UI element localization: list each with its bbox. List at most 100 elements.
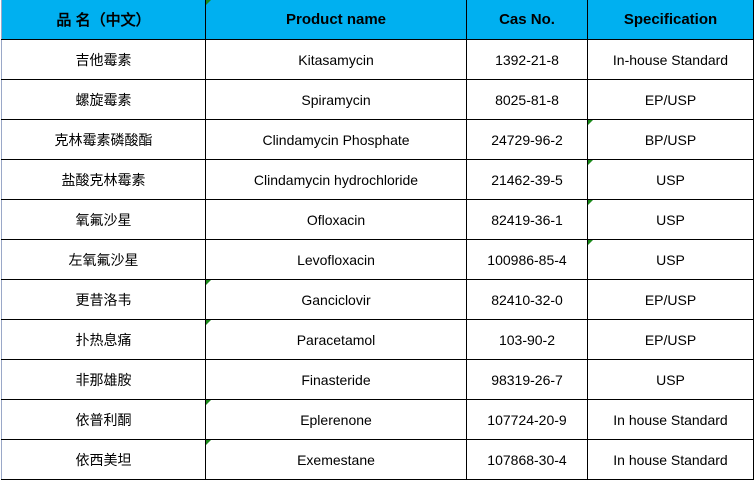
specification-cell[interactable]: In house Standard [587,399,754,440]
product-name-cell-text: Spiramycin [301,91,371,108]
chinese-name-cell[interactable]: 依西美坦 [1,439,206,480]
cas-no-cell-text: 107868-30-4 [487,451,567,468]
product-name-cell[interactable]: Ofloxacin [205,199,467,240]
cas-no-cell[interactable]: 107724-20-9 [466,399,588,440]
table-row: 更昔洛韦 Ganciclovir 82410-32-0 EP/USP [1,279,754,320]
table-row: 扑热息痛 Paracetamol 103-90-2 EP/USP [1,319,754,360]
comment-marker-icon [588,240,593,245]
product-name-cell-text: Exemestane [297,451,375,468]
specification-cell[interactable]: EP/USP [587,279,754,320]
comment-marker-icon [206,440,211,445]
specification-cell[interactable]: EP/USP [587,79,754,120]
chinese-name-cell-text: 依普利酮 [75,411,132,428]
chinese-name-cell[interactable]: 依普利酮 [1,399,206,440]
comment-marker-icon [588,200,593,205]
specification-cell[interactable]: BP/USP [587,119,754,160]
specification-cell-text: USP [656,371,685,388]
chinese-name-cell-text: 螺旋霉素 [75,91,132,108]
specification-cell[interactable]: EP/USP [587,319,754,360]
specification-cell-text: EP/USP [644,91,697,108]
specification-cell-text: USP [656,171,685,188]
chinese-name-cell[interactable]: 吉他霉素 [1,39,206,80]
product-name-cell[interactable]: Spiramycin [205,79,467,120]
cas-no-cell-text: 103-90-2 [498,331,556,348]
chinese-name-cell-text: 依西美坦 [75,451,132,468]
chinese-name-cell[interactable]: 更昔洛韦 [1,279,206,320]
specification-cell[interactable]: In-house Standard [587,39,754,80]
cas-no-cell-text: 24729-96-2 [491,131,563,148]
header-product-name-label: Product name [285,11,387,28]
chinese-name-cell[interactable]: 非那雄胺 [1,359,206,400]
cas-no-cell-text: 100986-85-4 [487,251,567,268]
specification-cell[interactable]: USP [587,359,754,400]
cas-no-cell-text: 107724-20-9 [487,411,567,428]
comment-marker-icon [588,120,593,125]
chinese-name-cell[interactable]: 扑热息痛 [1,319,206,360]
specification-cell-text: USP [656,211,685,228]
comment-marker-icon [206,280,211,285]
product-name-cell[interactable]: Finasteride [205,359,467,400]
header-product-name[interactable]: Product name [205,0,467,40]
cas-no-cell-text: 98319-26-7 [491,371,563,388]
chinese-name-cell[interactable]: 螺旋霉素 [1,79,206,120]
table-row: 盐酸克林霉素 Clindamycin hydrochloride 21462-39-… [1,159,754,200]
product-name-cell[interactable]: Ganciclovir [205,279,467,320]
header-chinese-name[interactable]: 品 名（中文） [1,0,206,40]
chinese-name-cell[interactable]: 盐酸克林霉素 [1,159,206,200]
product-name-cell[interactable]: Clindamycin hydrochloride [205,159,467,200]
product-name-cell-text: Ganciclovir [301,291,371,308]
comment-marker-icon [206,0,211,5]
product-name-cell[interactable]: Clindamycin Phosphate [205,119,467,160]
chinese-name-cell-text: 吉他霉素 [75,51,132,68]
header-specification[interactable]: Specification [587,0,754,40]
chinese-name-cell[interactable]: 克林霉素磷酸酯 [1,119,206,160]
cas-no-cell[interactable]: 24729-96-2 [466,119,588,160]
product-name-cell-text: Kitasamycin [298,51,374,68]
specification-cell[interactable]: USP [587,199,754,240]
specification-cell[interactable]: In house Standard [587,439,754,480]
specification-cell[interactable]: USP [587,239,754,280]
chinese-name-cell[interactable]: 左氧氟沙星 [1,239,206,280]
product-name-cell[interactable]: Exemestane [205,439,467,480]
product-name-cell[interactable]: Eplerenone [205,399,467,440]
cas-no-cell[interactable]: 107868-30-4 [466,439,588,480]
product-name-cell-text: Ofloxacin [306,211,366,228]
cas-no-cell[interactable]: 8025-81-8 [466,79,588,120]
specification-cell-text: In house Standard [613,411,728,428]
cas-no-cell-text: 21462-39-5 [491,171,563,188]
cas-no-cell[interactable]: 100986-85-4 [466,239,588,280]
product-name-cell[interactable]: Kitasamycin [205,39,467,80]
header-cas-no[interactable]: Cas No. [466,0,588,40]
specification-cell-text: In-house Standard [612,51,729,68]
cas-no-cell[interactable]: 82410-32-0 [466,279,588,320]
specification-cell-text: EP/USP [644,291,697,308]
specification-cell-text: BP/USP [644,131,697,148]
cas-no-cell[interactable]: 103-90-2 [466,319,588,360]
cas-no-cell[interactable]: 21462-39-5 [466,159,588,200]
product-name-cell-text: Clindamycin Phosphate [262,131,410,148]
chinese-name-cell[interactable]: 氧氟沙星 [1,199,206,240]
table-row: 螺旋霉素 Spiramycin 8025-81-8 EP/USP [1,79,754,120]
specification-cell[interactable]: USP [587,159,754,200]
cas-no-cell[interactable]: 98319-26-7 [466,359,588,400]
specification-cell-text: USP [656,251,685,268]
chinese-name-cell-text: 氧氟沙星 [75,211,132,228]
cas-no-cell-text: 82410-32-0 [491,291,563,308]
product-name-cell[interactable]: Paracetamol [205,319,467,360]
specification-cell-text: EP/USP [644,331,697,348]
chinese-name-cell-text: 扑热息痛 [75,331,132,348]
table-row: 吉他霉素 Kitasamycin 1392-21-8 In-house Standar… [1,39,754,80]
cas-no-cell[interactable]: 1392-21-8 [466,39,588,80]
specification-cell-text: In house Standard [613,451,728,468]
table-row: 非那雄胺 Finasteride 98319-26-7 USP [1,359,754,400]
product-name-cell-text: Eplerenone [300,411,372,428]
table-row: 克林霉素磷酸酯 Clindamycin Phosphate 24729-96-2 BP… [1,119,754,160]
product-name-cell-text: Levofloxacin [297,251,375,268]
product-name-cell-text: Finasteride [301,371,371,388]
cas-no-cell[interactable]: 82419-36-1 [466,199,588,240]
header-row: 品 名（中文） Product name Cas No. Specificati… [1,0,754,40]
chinese-name-cell-text: 更昔洛韦 [75,291,132,308]
comment-marker-icon [206,320,211,325]
cas-no-cell-text: 1392-21-8 [495,51,559,68]
product-name-cell[interactable]: Levofloxacin [205,239,467,280]
